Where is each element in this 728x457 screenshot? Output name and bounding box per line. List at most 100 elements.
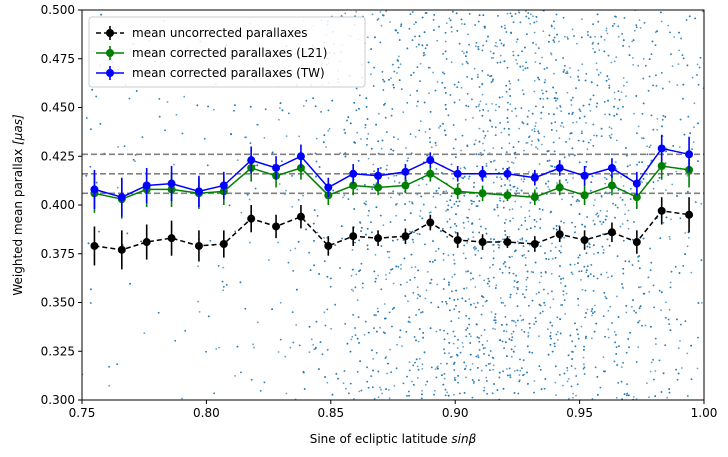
- scatter-point: [483, 329, 486, 331]
- scatter-point: [398, 55, 400, 58]
- scatter-point: [408, 390, 410, 393]
- scatter-point: [455, 12, 458, 15]
- scatter-point: [660, 391, 663, 393]
- scatter-point: [373, 327, 375, 329]
- scatter-point: [517, 54, 520, 57]
- scatter-point: [576, 383, 579, 386]
- scatter-point: [510, 332, 513, 335]
- scatter-point: [143, 332, 146, 335]
- scatter-point: [522, 318, 525, 321]
- scatter-point: [617, 107, 619, 110]
- scatter-point: [527, 171, 530, 173]
- scatter-point: [581, 223, 584, 226]
- data-point: [580, 236, 589, 245]
- scatter-point: [494, 313, 497, 316]
- scatter-point: [591, 175, 594, 178]
- scatter-point: [516, 305, 519, 308]
- data-point: [374, 234, 383, 243]
- scatter-point: [464, 368, 466, 370]
- scatter-point: [620, 366, 623, 368]
- scatter-point: [432, 240, 434, 243]
- scatter-point: [506, 12, 509, 15]
- scatter-point: [492, 147, 495, 150]
- scatter-point: [197, 300, 200, 303]
- scatter-point: [388, 256, 390, 259]
- scatter-point: [504, 265, 507, 268]
- scatter-point: [484, 300, 487, 303]
- scatter-point: [541, 310, 544, 313]
- scatter-point: [445, 108, 447, 110]
- scatter-point: [577, 297, 579, 300]
- scatter-point: [370, 48, 372, 50]
- scatter-point: [622, 239, 625, 242]
- scatter-point: [571, 111, 574, 114]
- scatter-point: [468, 43, 470, 46]
- scatter-point: [578, 254, 581, 257]
- scatter-point: [678, 49, 680, 52]
- scatter-point: [529, 13, 532, 16]
- scatter-point: [466, 242, 468, 244]
- scatter-point: [467, 33, 469, 36]
- scatter-point: [615, 185, 618, 188]
- scatter-point: [522, 69, 525, 72]
- data-point: [349, 232, 358, 241]
- scatter-point: [539, 368, 542, 371]
- scatter-point: [563, 372, 566, 375]
- scatter-point: [520, 319, 523, 322]
- scatter-point: [390, 371, 393, 374]
- scatter-point: [551, 290, 553, 293]
- scatter-point: [641, 137, 643, 140]
- scatter-point: [694, 17, 697, 20]
- data-point: [296, 212, 305, 221]
- scatter-point: [302, 105, 305, 107]
- scatter-point: [413, 23, 416, 26]
- scatter-point: [446, 362, 448, 365]
- data-point: [555, 230, 564, 239]
- scatter-point: [690, 344, 692, 347]
- scatter-point: [498, 246, 500, 249]
- scatter-point: [643, 22, 646, 24]
- scatter-point: [682, 83, 685, 86]
- scatter-point: [449, 199, 452, 202]
- scatter-point: [492, 364, 495, 367]
- scatter-point: [550, 272, 553, 275]
- scatter-point: [302, 194, 304, 197]
- scatter-point: [553, 113, 555, 116]
- scatter-point: [492, 257, 495, 260]
- scatter-point: [465, 329, 467, 331]
- scatter-point: [496, 206, 499, 209]
- scatter-point: [451, 290, 453, 293]
- scatter-point: [508, 166, 511, 169]
- scatter-point: [479, 151, 482, 154]
- data-point: [296, 152, 305, 161]
- scatter-point: [441, 300, 444, 303]
- scatter-point: [456, 298, 459, 301]
- scatter-point: [564, 313, 567, 315]
- scatter-point: [453, 262, 456, 265]
- scatter-point: [591, 308, 594, 310]
- scatter-point: [468, 298, 471, 301]
- scatter-point: [559, 332, 562, 335]
- scatter-point: [508, 133, 510, 136]
- scatter-point: [596, 376, 599, 378]
- scatter-point: [483, 279, 486, 282]
- data-point: [685, 150, 694, 159]
- scatter-point: [526, 141, 529, 144]
- scatter-point: [390, 114, 393, 117]
- scatter-point: [606, 32, 609, 35]
- scatter-point: [522, 180, 525, 183]
- scatter-point: [585, 269, 588, 271]
- scatter-point: [545, 90, 548, 93]
- scatter-point: [502, 387, 505, 390]
- scatter-point: [504, 304, 506, 307]
- scatter-point: [475, 105, 478, 108]
- scatter-point: [516, 187, 519, 190]
- scatter-point: [589, 98, 592, 101]
- scatter-point: [318, 273, 320, 275]
- scatter-point: [345, 387, 347, 390]
- scatter-point: [669, 286, 672, 289]
- scatter-point: [393, 175, 395, 177]
- scatter-point: [540, 271, 543, 274]
- scatter-point: [656, 118, 659, 120]
- scatter-point: [123, 145, 126, 148]
